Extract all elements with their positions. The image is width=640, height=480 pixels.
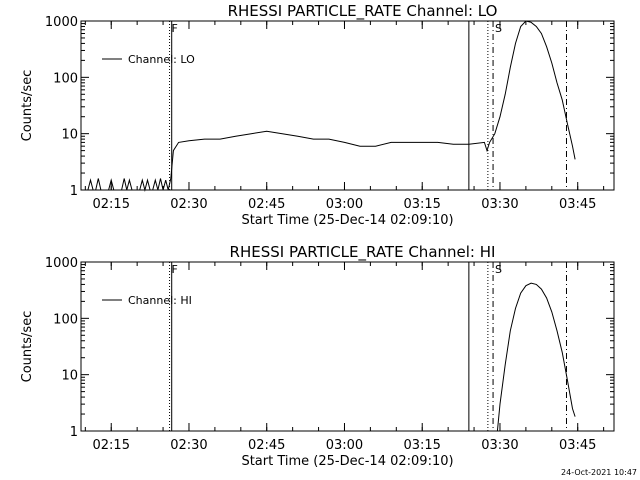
panel-1-x-tick-label: 03:00 [326,197,363,212]
panel-1-y-tick-label: 1000 [45,15,78,30]
panel-2-legend-label: Channel: HI [128,294,192,307]
panel-1-plot-frame [80,20,615,191]
panel-2-x-tick-label: 02:30 [170,438,207,453]
panel-2-x-tick-label: 02:15 [93,438,130,453]
panel-2-series-line [496,282,576,432]
panel-2-x-axis-label: Start Time (25-Dec-14 02:09:10) [241,454,453,469]
panel-1-event-marker-label: S [495,22,502,35]
panel-2-y-tick-label: 1 [70,425,78,440]
panel-1-y-tick-label: 100 [53,71,78,86]
panel-2-x-tick-label: 03:00 [326,438,363,453]
panel-2-chart: RHESSI PARTICLE_RATE Channel: HI 1 10 100 10… [20,243,615,469]
panel-1-y-axis-label: Counts/sec [20,70,35,142]
panel-2-x-tick-label: 03:15 [403,438,440,453]
panel-2-x-tick-label: 02:45 [248,438,285,453]
panel-2-y-tick-label: 100 [53,312,78,327]
panel-1-title: RHESSI PARTICLE_RATE Channel: LO [228,2,498,21]
panel-1-x-tick-label: 03:15 [403,197,440,212]
panel-2-y-tick-label: 10 [61,369,78,384]
panel-1-x-tick-label: 03:30 [481,197,518,212]
panel-1-x-axis-label: Start Time (25-Dec-14 02:09:10) [241,213,453,228]
panel-1-x-tick-label: 02:45 [248,197,285,212]
panel-2-event-marker-label: F [172,263,178,276]
panel-1-legend-label: Channel: LO [128,53,195,66]
panel-2-x-tick-label: 03:45 [559,438,596,453]
panel-2-y-tick-label: 1000 [45,256,78,271]
panel-1-series-line [81,20,576,192]
panel-1-event-marker-label: F [172,22,178,35]
panel-1-x-tick-label: 02:30 [170,197,207,212]
panel-2-title: RHESSI PARTICLE_RATE Channel: HI [230,243,496,262]
panel-2-plot-frame [80,261,615,432]
panel-1-chart: RHESSI PARTICLE_RATE Channel: LO 1 10 100 10… [20,2,615,228]
panel-2-y-axis-label: Counts/sec [20,311,35,383]
panel-1-y-tick-label: 10 [61,128,78,143]
panel-1-x-tick-label: 03:45 [559,197,596,212]
panel-1-x-tick-label: 02:15 [93,197,130,212]
panel-2-event-marker-label: S [495,263,502,276]
panel-2-x-tick-label: 03:30 [481,438,518,453]
panel-1-y-tick-label: 1 [70,184,78,199]
timestamp-footer: 24-Oct-2021 10:47 [561,468,637,477]
